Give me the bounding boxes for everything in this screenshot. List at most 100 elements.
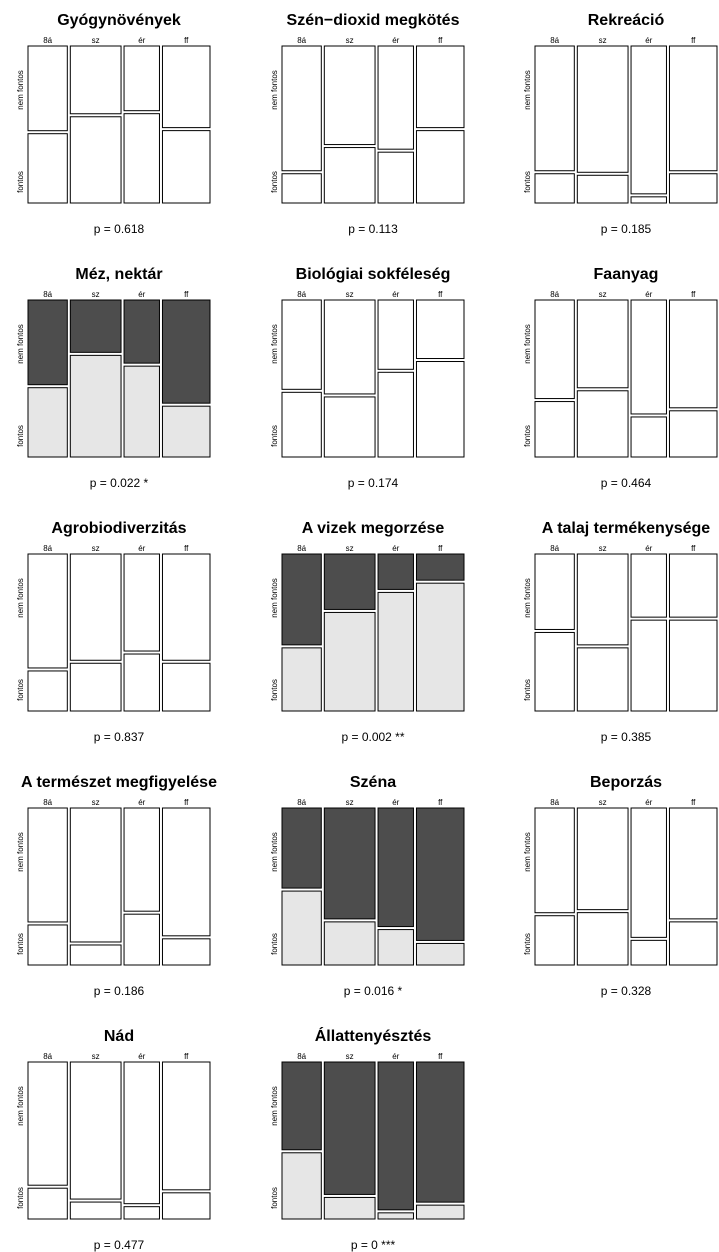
row-label-fontos: fontos [523,933,532,955]
row-label-fontos: fontos [270,171,279,193]
tile-fontos [123,365,160,458]
tile-nem-fontos [161,45,211,129]
tile-fontos [630,196,667,204]
row-label-nem-fontos: nem fontos [16,578,25,618]
mosaic-panel: Agrobiodiverzitás nem fontos fontos 8á sz ér f… [16,520,211,744]
p-value-label: p = 0.464 [601,476,652,490]
tile-nem-fontos [415,553,465,581]
row-label-fontos: fontos [270,1187,279,1209]
column-label-0: 8á [43,290,52,299]
tile-fontos [123,913,160,966]
tile-fontos [27,387,68,458]
tile-fontos [576,647,629,712]
tile-nem-fontos [123,45,160,112]
tile-fontos [630,416,667,458]
tile-nem-fontos [377,1061,414,1211]
tile-fontos [123,653,160,712]
column-label-3: ff [691,290,696,299]
tile-fontos [668,173,718,204]
tile-fontos [69,944,122,966]
tile-nem-fontos [377,553,414,590]
panel-title: Biológiai sokféleség [296,266,451,283]
column-label-0: 8á [550,290,559,299]
panel-title: A talaj termékenysége [542,520,710,537]
mosaic-panel: A talaj termékenysége nem fontos fontos 8á s… [523,520,718,744]
tile-nem-fontos [534,45,575,172]
row-label-nem-fontos: nem fontos [270,1086,279,1126]
tile-nem-fontos [161,299,211,404]
column-label-1: sz [92,290,100,299]
panel-title: Széna [350,774,396,791]
column-label-2: ér [392,1052,399,1061]
tile-fontos [323,611,376,712]
row-label-nem-fontos: nem fontos [523,70,532,110]
tile-fontos [161,130,211,204]
tile-nem-fontos [69,553,122,661]
tile-fontos [123,113,160,204]
tile-fontos [281,890,322,966]
row-label-nem-fontos: nem fontos [523,578,532,618]
tile-fontos [323,921,376,966]
column-label-3: ff [691,36,696,45]
column-label-2: ér [645,798,652,807]
column-label-2: ér [138,36,145,45]
column-label-3: ff [184,798,189,807]
mosaic-panel: Szén−dioxid megkötés nem fontos fontos 8á sz… [270,12,465,236]
panel-title: Agrobiodiverzitás [51,520,186,537]
row-label-nem-fontos: nem fontos [16,1086,25,1126]
tile-nem-fontos [630,807,667,938]
tile-nem-fontos [161,807,211,937]
tile-fontos [576,174,629,204]
mosaic-panel: A vizek megorzése nem fontos fontos 8á sz ér f… [270,520,465,744]
tile-nem-fontos [323,553,376,610]
column-label-2: ér [138,798,145,807]
column-label-2: ér [392,798,399,807]
tile-nem-fontos [281,553,322,646]
tile-nem-fontos [69,1061,122,1200]
tile-nem-fontos [668,299,718,409]
tile-fontos [415,130,465,204]
column-label-3: ff [184,36,189,45]
column-label-3: ff [438,1052,443,1061]
row-label-fontos: fontos [270,933,279,955]
tile-fontos [27,1187,68,1220]
column-label-3: ff [438,798,443,807]
row-label-fontos: fontos [523,171,532,193]
tile-nem-fontos [415,299,465,360]
column-label-2: ér [645,36,652,45]
tile-nem-fontos [161,1061,211,1191]
column-label-3: ff [438,544,443,553]
tile-fontos [69,116,122,204]
column-label-3: ff [691,544,696,553]
column-label-1: sz [346,1052,354,1061]
column-label-2: ér [392,290,399,299]
p-value-label: p = 0.618 [94,222,145,236]
tile-fontos [415,361,465,458]
panel-title: Faanyag [594,266,659,283]
tile-nem-fontos [415,45,465,129]
column-label-0: 8á [550,798,559,807]
tile-nem-fontos [281,807,322,889]
tile-fontos [323,147,376,204]
mosaic-panel: Széna nem fontos fontos 8á sz ér ff p = 0.016 * [270,774,465,998]
mosaic-panel: Beporzás nem fontos fontos 8á sz ér ff p = 0.32… [523,774,718,998]
column-label-1: sz [92,544,100,553]
column-label-0: 8á [43,798,52,807]
mosaic-panel: A természet megfigyelése nem fontos fontos… [16,774,217,998]
tile-fontos [27,924,68,966]
column-label-0: 8á [43,36,52,45]
tile-fontos [668,921,718,966]
tile-nem-fontos [69,299,122,353]
tile-nem-fontos [630,45,667,195]
column-label-1: sz [92,798,100,807]
column-label-2: ér [138,544,145,553]
tile-nem-fontos [377,299,414,370]
row-label-nem-fontos: nem fontos [523,832,532,872]
column-label-1: sz [92,36,100,45]
row-label-fontos: fontos [16,171,25,193]
column-label-1: sz [92,1052,100,1061]
column-label-0: 8á [43,1052,52,1061]
tile-nem-fontos [27,45,68,132]
row-label-fontos: fontos [16,933,25,955]
tile-fontos [377,591,414,712]
